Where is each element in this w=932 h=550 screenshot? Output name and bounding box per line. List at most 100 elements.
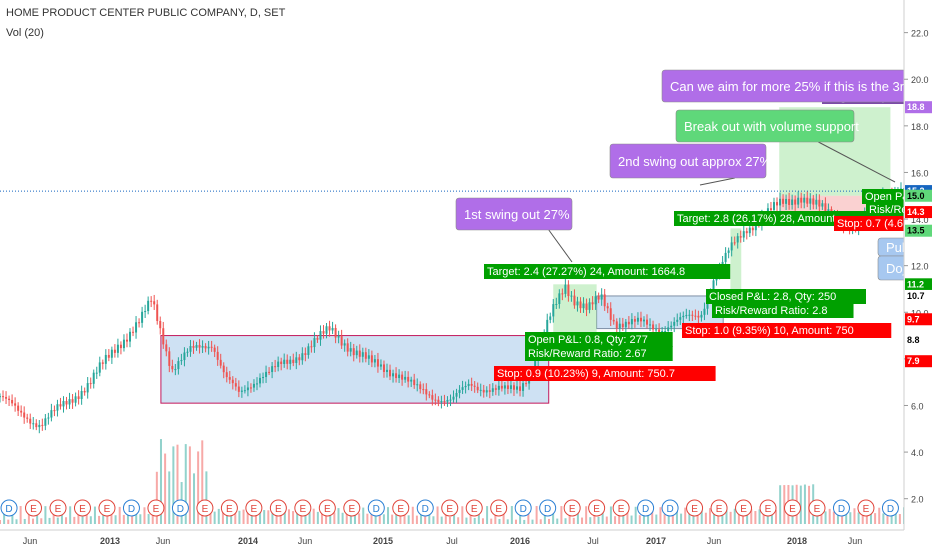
price-tag: 14.3 [905, 206, 932, 219]
volume-bar [164, 453, 167, 524]
volume-bar [824, 511, 827, 524]
event-marker: E [245, 499, 263, 517]
volume-bar [605, 516, 608, 524]
trade-label-open3a-bg [862, 189, 918, 204]
earnings-marker [147, 499, 165, 517]
candle-body [180, 360, 183, 362]
candle-body [503, 385, 506, 389]
volume-bar [329, 508, 332, 524]
volume-bar [882, 513, 885, 524]
price-tag-bg [905, 278, 932, 291]
volume-bar [374, 513, 377, 524]
volume-bar [857, 512, 860, 524]
candle-body [769, 208, 772, 210]
candle-body [751, 227, 754, 231]
candle-body [307, 346, 310, 355]
candle-body [615, 321, 618, 329]
volume-bar [556, 518, 559, 524]
volume-bar [65, 517, 68, 524]
event-marker: D [539, 499, 557, 517]
event-marker: E [318, 499, 336, 517]
earnings-marker [710, 499, 728, 517]
callout-pull: Pull [877, 237, 909, 257]
candle-body [482, 389, 485, 393]
volume-bar [510, 506, 513, 524]
volume-bar [498, 518, 501, 524]
earnings-marker [98, 499, 116, 517]
candle-body [488, 390, 491, 392]
candle-body [310, 346, 313, 348]
candle-body [316, 338, 319, 340]
price-tag-text: 11.2 [907, 279, 924, 289]
candle-body [745, 231, 748, 234]
candle-body [724, 252, 727, 262]
price-tick-label: 18.0 [911, 122, 929, 132]
event-marker: D [367, 499, 385, 517]
event-marker-text: E [495, 504, 502, 515]
callout-pull-text: Pull [886, 240, 908, 255]
candle-body [340, 336, 343, 346]
price-tag-text: 15.0 [907, 191, 925, 201]
candle-body [237, 386, 240, 392]
volume-indicator-label: Vol (20) [6, 27, 44, 39]
volume-bar [296, 509, 299, 524]
trade-label-open1a-text: Open P&L: 0.8, Qty: 277 [528, 334, 648, 346]
candle-body [86, 383, 89, 393]
candle-body [398, 374, 401, 379]
volume-bar [242, 509, 245, 524]
candle-body [325, 326, 328, 334]
candle-body [132, 331, 135, 333]
event-marker-text: E [740, 504, 747, 515]
dividend-marker [122, 499, 140, 517]
price-tick-label: 22.0 [911, 29, 929, 39]
volume-bar [651, 507, 654, 524]
volume-bar [638, 515, 641, 524]
volume-bar [221, 511, 224, 524]
candle-body [558, 293, 561, 304]
candle-body [38, 424, 41, 428]
event-marker: E [392, 499, 410, 517]
event-marker: E [25, 499, 43, 517]
time-tick-label: 2017 [646, 536, 666, 546]
volume-bar [514, 519, 517, 524]
event-marker: D [171, 499, 189, 517]
candle-body [621, 323, 624, 328]
candle-body [522, 383, 525, 391]
candle-body [189, 346, 192, 352]
candle-body [2, 396, 5, 398]
dividend-marker [832, 499, 850, 517]
callout-swing2-bg [609, 143, 767, 179]
event-marker: E [98, 499, 116, 517]
volume-bar [32, 518, 35, 524]
candle-body [292, 359, 295, 363]
candle-body [627, 321, 630, 325]
candle-body [343, 343, 346, 346]
candle-body [401, 374, 404, 380]
candle-body [512, 385, 515, 390]
candle-body [177, 361, 180, 370]
candle-body [494, 388, 497, 390]
volume-bar [729, 511, 732, 524]
candle-body [23, 412, 26, 418]
volume-bar [23, 518, 26, 524]
event-marker: D [832, 499, 850, 517]
volume-bar [750, 509, 753, 524]
candle-body [431, 395, 434, 400]
volume-bar [465, 517, 468, 524]
price-tag-text: 18.8 [907, 102, 925, 112]
candle-body [803, 197, 806, 203]
candle-body [385, 369, 388, 372]
volume-bar [589, 517, 592, 524]
event-marker-text: E [397, 504, 404, 515]
price-tick-label: 12.0 [911, 262, 929, 272]
event-marker: D [637, 499, 655, 517]
candle-body [585, 303, 588, 310]
event-marker-text: D [422, 504, 429, 515]
volume-bar [122, 514, 125, 524]
candle-body [8, 398, 11, 400]
trade-label-closed2a-bg [706, 289, 866, 304]
candle-body [395, 373, 398, 379]
candle-body [274, 366, 277, 368]
volume-bar [283, 510, 286, 524]
